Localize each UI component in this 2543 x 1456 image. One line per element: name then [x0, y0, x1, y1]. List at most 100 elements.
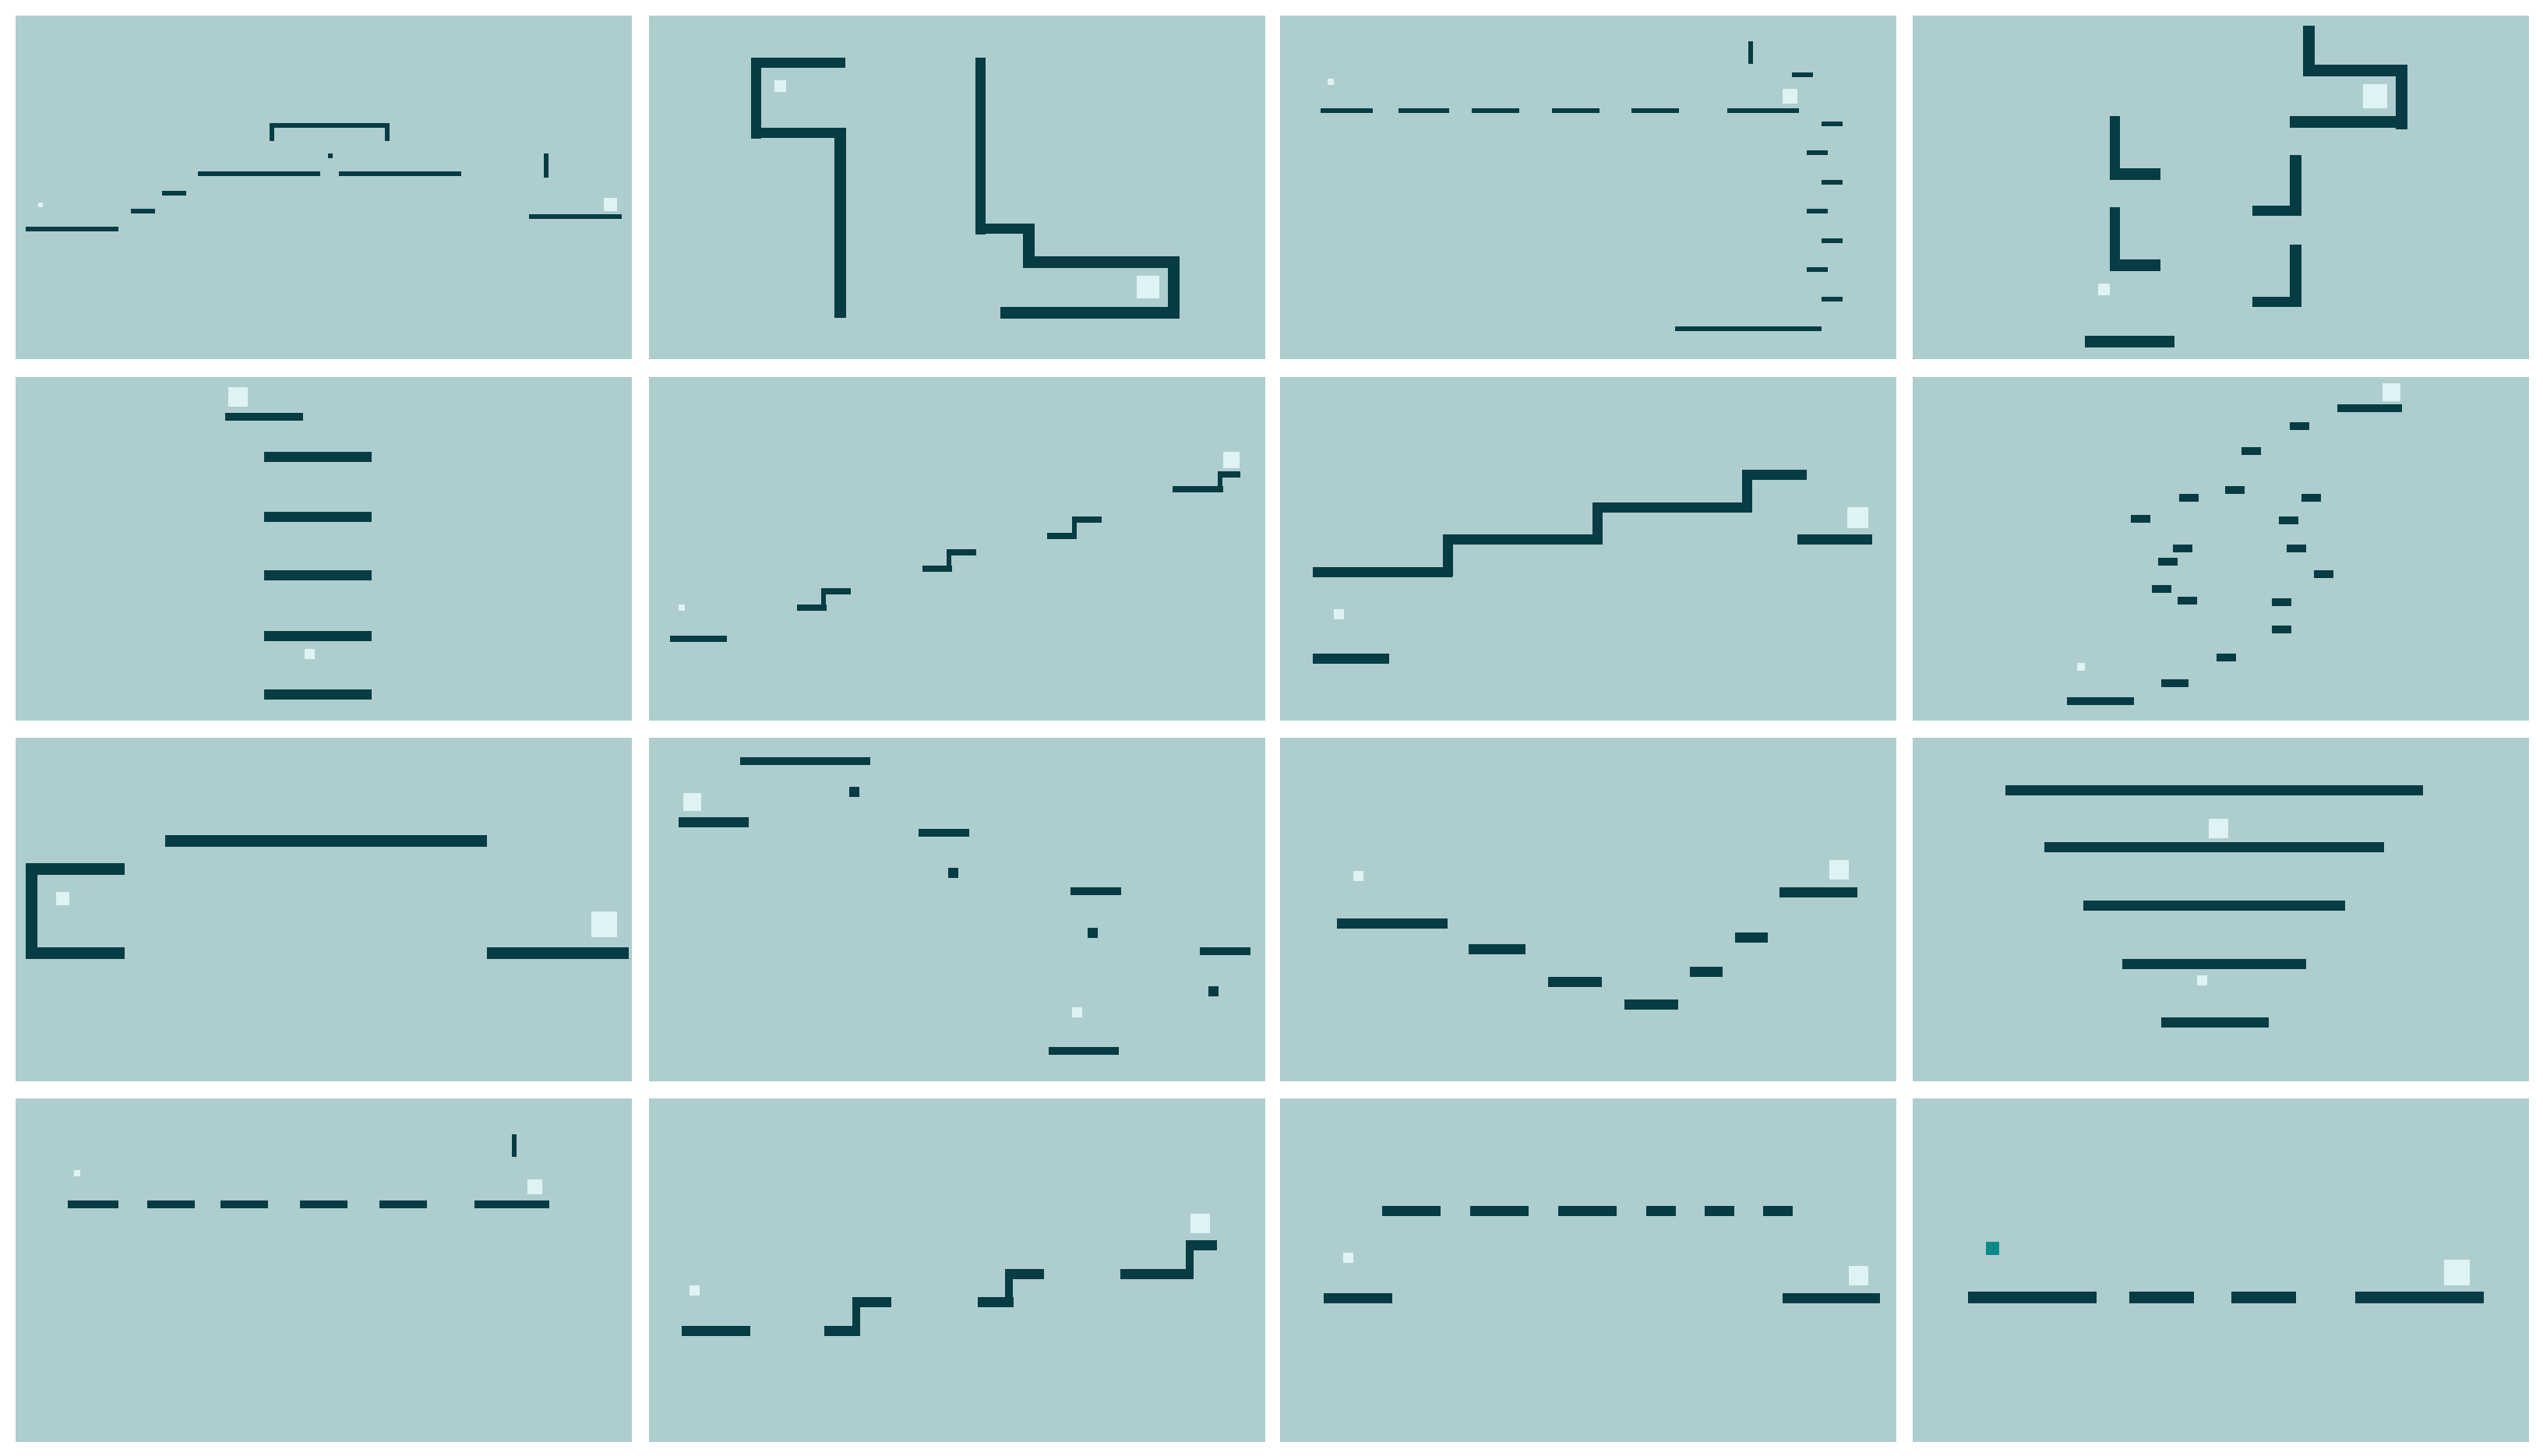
spawn-marker — [305, 649, 315, 659]
platform — [2110, 168, 2160, 180]
platform — [1797, 534, 1872, 545]
platform — [1324, 1293, 1392, 1303]
platform — [740, 757, 870, 765]
platform — [2287, 545, 2306, 552]
platform — [1398, 108, 1449, 113]
platform — [1200, 947, 1250, 955]
platform — [679, 817, 749, 827]
platform — [1005, 1269, 1013, 1306]
platform — [162, 191, 186, 196]
platform — [2231, 1292, 2296, 1303]
platform — [1443, 534, 1603, 545]
platform — [1558, 1206, 1617, 1216]
platform — [821, 588, 851, 594]
platform — [1735, 932, 1768, 943]
platform — [2161, 1017, 2269, 1028]
level-thumbnail-9[interactable] — [16, 738, 632, 1081]
platform — [2158, 558, 2178, 566]
platform — [849, 787, 859, 797]
level-thumbnail-6[interactable] — [649, 377, 1265, 721]
level-thumbnail-15[interactable] — [1280, 1098, 1896, 1442]
platform — [1552, 108, 1600, 113]
platform — [1727, 108, 1799, 113]
platform — [2217, 654, 2236, 661]
platform — [947, 549, 951, 572]
platform — [512, 1134, 517, 1157]
platform — [339, 171, 461, 176]
platform — [2131, 515, 2150, 523]
exit-marker — [591, 911, 617, 937]
platform — [26, 863, 37, 957]
platform — [544, 153, 548, 178]
level-thumbnail-7[interactable] — [1280, 377, 1896, 721]
platform — [975, 224, 1034, 234]
level-thumbnail-4[interactable] — [1913, 16, 2529, 359]
exit-marker — [1829, 860, 1849, 880]
exit-marker — [604, 198, 617, 211]
platform — [2290, 116, 2407, 128]
platform — [1822, 297, 1843, 301]
level-thumbnail-13[interactable] — [16, 1098, 632, 1442]
platform — [1168, 256, 1180, 316]
platform — [1783, 1293, 1880, 1303]
platform — [2129, 1292, 2194, 1303]
platform — [1807, 209, 1828, 213]
spawn-marker — [2098, 284, 2110, 295]
level-thumbnail-10[interactable] — [649, 738, 1265, 1081]
platform — [1005, 1269, 1044, 1279]
level-thumbnail-11[interactable] — [1280, 738, 1896, 1081]
level-thumbnail-3[interactable] — [1280, 16, 1896, 359]
platform — [821, 588, 826, 611]
platform — [852, 1297, 860, 1336]
level-thumbnail-16[interactable] — [1913, 1098, 2529, 1442]
level-thumbnail-8[interactable] — [1913, 377, 2529, 721]
platform — [26, 227, 118, 231]
level-thumbnail-14[interactable] — [649, 1098, 1265, 1442]
level-thumbnail-1[interactable] — [16, 16, 632, 359]
platform — [1218, 471, 1240, 478]
level-thumbnail-2[interactable] — [649, 16, 1265, 359]
platform — [2067, 697, 2134, 705]
platform — [2110, 116, 2120, 178]
platform — [165, 835, 487, 847]
platform — [751, 58, 761, 139]
platform — [2272, 598, 2291, 606]
platform — [975, 58, 986, 234]
spawn-marker — [38, 203, 43, 207]
platform — [1186, 1240, 1217, 1250]
platform — [1822, 180, 1843, 185]
platform — [1705, 1206, 1734, 1216]
platform — [1023, 256, 1179, 268]
level-thumbnail-5[interactable] — [16, 377, 632, 721]
platform — [1049, 1047, 1119, 1055]
platform — [1624, 999, 1678, 1010]
exit-marker — [1072, 1007, 1082, 1017]
platform — [1779, 887, 1857, 897]
exit-marker — [1223, 452, 1240, 468]
spawn-marker — [774, 80, 786, 92]
platform — [1072, 516, 1077, 539]
platform — [2290, 155, 2301, 215]
platform — [2122, 959, 2306, 969]
platform — [1631, 108, 1679, 113]
platform — [2225, 486, 2245, 494]
level-thumbnail-12[interactable] — [1913, 738, 2529, 1081]
platform — [1592, 502, 1752, 513]
exit-marker — [2209, 819, 2228, 838]
platform — [1470, 1206, 1529, 1216]
platform — [270, 123, 390, 128]
exit-marker — [1190, 1214, 1210, 1233]
platform — [26, 863, 125, 875]
platform — [797, 605, 827, 611]
platform — [225, 413, 303, 421]
platform — [947, 549, 976, 555]
platform — [1070, 887, 1121, 895]
platform — [264, 512, 372, 522]
platform — [1822, 238, 1843, 243]
platform — [2178, 597, 2197, 605]
platform — [919, 829, 969, 837]
platform — [2005, 785, 2423, 795]
platform — [1443, 534, 1453, 576]
platform — [2290, 422, 2309, 430]
platform — [751, 58, 845, 68]
